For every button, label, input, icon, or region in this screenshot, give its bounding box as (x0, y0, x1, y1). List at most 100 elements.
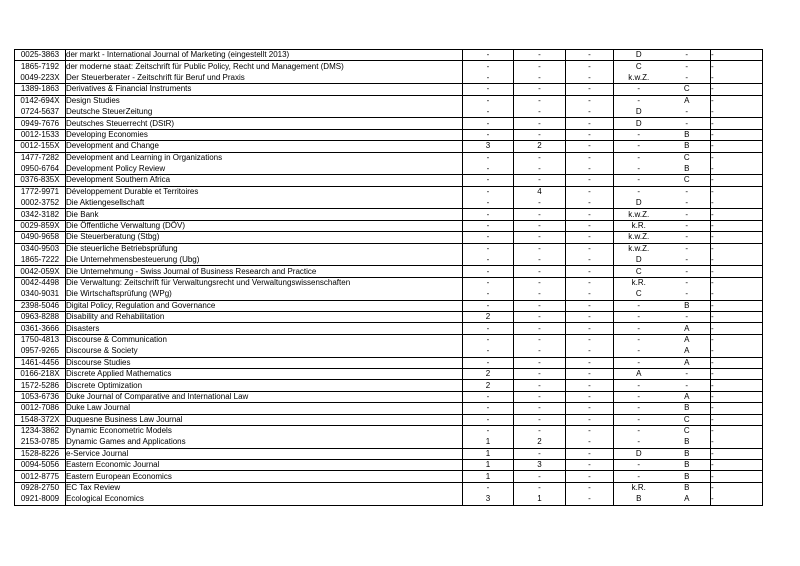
rating-cell: - (565, 60, 614, 73)
rating-cell: - (565, 129, 614, 142)
rating-cell: - (513, 174, 566, 187)
rating-cell: - (663, 208, 711, 221)
rating-cell: - (513, 152, 566, 164)
rating-cell: k.w.Z. (613, 72, 664, 85)
issn-cell: 0957-9265 (14, 345, 66, 358)
issn-cell: 0376-835X (14, 174, 66, 187)
rating-cell: - (565, 163, 614, 176)
issn-cell: 1477-7282 (14, 152, 66, 164)
rating-cell: - (710, 402, 763, 415)
issn-cell: 0928-2750 (14, 482, 66, 494)
rating-cell: - (513, 265, 566, 278)
rating-cell: - (613, 334, 664, 346)
rating-cell: - (685, 61, 689, 71)
rating-cell: - (710, 163, 763, 176)
rating-cell: - (462, 300, 514, 313)
rating-cell: - (462, 402, 514, 415)
rating-cell: - (710, 117, 763, 130)
rating-cell: - (513, 357, 566, 369)
rating-cell: - (462, 174, 514, 187)
rating-cell: - (462, 220, 514, 233)
issn-cell: 0012-8775 (14, 470, 66, 483)
rating-cell: k.w.Z. (613, 243, 664, 255)
table-row: 0042-4498 Die Verwaltung: Zeitschrift für… (14, 277, 763, 289)
rating-cell: - (613, 163, 664, 176)
rating-cell: B (613, 493, 664, 506)
rating-cell: - (462, 345, 514, 358)
rating-cell: - (513, 254, 566, 267)
rating-cell: - (565, 254, 614, 267)
rating-cell: - (513, 106, 566, 119)
rating-cell: - (565, 414, 614, 426)
journal-name-cell: Dynamic Games and Applications (65, 436, 463, 449)
rating-cell: 3 (462, 140, 514, 153)
journal-name-cell: e-Service Journal (65, 448, 463, 461)
table-row: 1865-7222 Die Unternehmensbesteuerung (Ub… (14, 254, 763, 267)
rating-cell: - (462, 414, 514, 426)
journal-name-cell: Die Öffentliche Verwaltung (DÖV) (65, 220, 463, 233)
rating-cell: k.R. (613, 277, 664, 289)
rating-cell: - (710, 95, 763, 107)
issn-cell: 1772-9971 (14, 186, 66, 198)
rating-cell: A (684, 96, 690, 105)
rating-cell: - (565, 357, 614, 369)
issn-cell: 0340-9503 (14, 243, 66, 255)
rating-cell: - (462, 129, 514, 142)
issn-cell: 1053-6736 (14, 391, 66, 404)
rating-cell: - (565, 231, 614, 244)
rating-cell: - (513, 402, 566, 415)
issn-cell: 1865-7192 (14, 60, 66, 73)
rating-cell: A (684, 335, 690, 345)
rating-cell: - (565, 300, 614, 313)
issn-cell: 1389-1863 (14, 83, 66, 96)
rating-cell: A (663, 391, 711, 404)
table-row: 1572-5286 Discrete Optimization 2- - - - - (14, 379, 763, 392)
issn-cell: 0166-218X (14, 368, 66, 381)
issn-cell: 0724-5637 (14, 106, 66, 119)
rating-cell: - (565, 208, 614, 221)
rating-cell: B (663, 459, 711, 472)
rating-cell: - (685, 278, 689, 288)
rating-cell: - (565, 49, 614, 62)
journal-name-cell: Discourse & Communication (65, 334, 463, 346)
rating-cell: 1 (513, 493, 566, 506)
journal-name-cell: Die steuerliche Betriebsprüfung (65, 243, 463, 255)
rating-cell: - (462, 334, 514, 346)
rating-cell: - (513, 129, 566, 142)
rating-cell: - (663, 265, 711, 278)
rating-cell: - (613, 436, 664, 449)
journal-name-cell: Derivatives & Financial Instruments (65, 83, 463, 96)
rating-cell: - (710, 448, 763, 461)
rating-cell: - (513, 391, 566, 404)
issn-cell: 0002-3752 (14, 197, 66, 210)
table-row: 0012-8775 Eastern European Economics 1- - - B… (14, 470, 763, 483)
rating-cell: - (663, 106, 711, 119)
rating-cell: - (685, 187, 689, 197)
rating-cell: - (565, 83, 614, 96)
rating-cell: - (565, 174, 614, 187)
rating-cell: - (663, 197, 711, 210)
rating-cell: k.w.Z. (613, 231, 664, 244)
journal-name-cell: Eastern European Economics (65, 470, 463, 483)
rating-cell: - (710, 174, 763, 187)
issn-cell: 2153-0785 (14, 436, 66, 449)
issn-cell: 0949-7676 (14, 117, 66, 130)
rating-cell: - (513, 368, 566, 381)
rating-cell: - (565, 197, 614, 210)
rating-cell: C (613, 288, 664, 301)
journal-name-cell: Discrete Optimization (65, 379, 463, 392)
table-row: 0012-7086 Duke Law Journal - - - - B - (14, 402, 763, 415)
rating-cell: - (613, 425, 664, 437)
rating-cell: - (613, 311, 664, 324)
rating-cell: - (513, 288, 566, 301)
rating-cell: - (663, 311, 711, 324)
rating-cell: - (663, 288, 711, 301)
rating-cell: D (613, 117, 664, 130)
rating-cell: - (513, 334, 566, 346)
journal-name-cell: Duquesne Business Law Journal (65, 414, 463, 426)
rating-cell: - (613, 391, 664, 404)
table-row: 1750-4813 Discourse & Communication - - - - A - (14, 334, 763, 346)
rating-cell: - (462, 357, 514, 369)
journal-name-cell: Design Studies (65, 95, 463, 107)
rating-cell: A (613, 368, 664, 381)
